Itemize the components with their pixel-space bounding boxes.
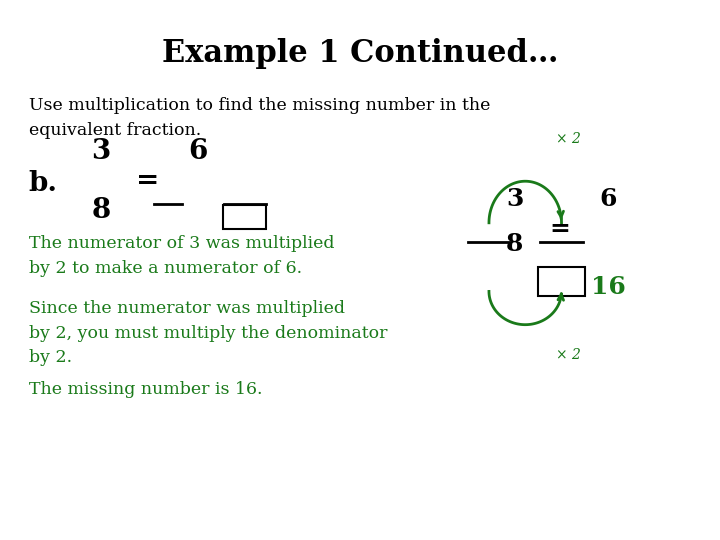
- Text: b.: b.: [29, 170, 58, 197]
- Text: The missing number is 16.: The missing number is 16.: [29, 381, 262, 397]
- Text: 3: 3: [91, 138, 110, 165]
- FancyBboxPatch shape: [222, 205, 266, 229]
- Text: × 2: × 2: [557, 132, 581, 146]
- Text: =: =: [550, 218, 570, 241]
- Text: Example 1 Continued…: Example 1 Continued…: [162, 38, 558, 69]
- Text: 16: 16: [591, 275, 626, 299]
- Text: The numerator of 3 was multiplied
by 2 to make a numerator of 6.: The numerator of 3 was multiplied by 2 t…: [29, 235, 334, 276]
- Text: 3: 3: [506, 187, 523, 211]
- Text: 8: 8: [506, 232, 523, 256]
- Text: 6: 6: [189, 138, 207, 165]
- Text: × 2: × 2: [557, 348, 581, 362]
- Text: 8: 8: [91, 197, 110, 224]
- Text: Use multiplication to find the missing number in the
equivalent fraction.: Use multiplication to find the missing n…: [29, 97, 490, 139]
- Text: 6: 6: [600, 187, 617, 211]
- FancyBboxPatch shape: [538, 267, 585, 295]
- Text: =: =: [136, 167, 159, 194]
- Text: Since the numerator was multiplied
by 2, you must multiply the denominator
by 2.: Since the numerator was multiplied by 2,…: [29, 300, 387, 366]
